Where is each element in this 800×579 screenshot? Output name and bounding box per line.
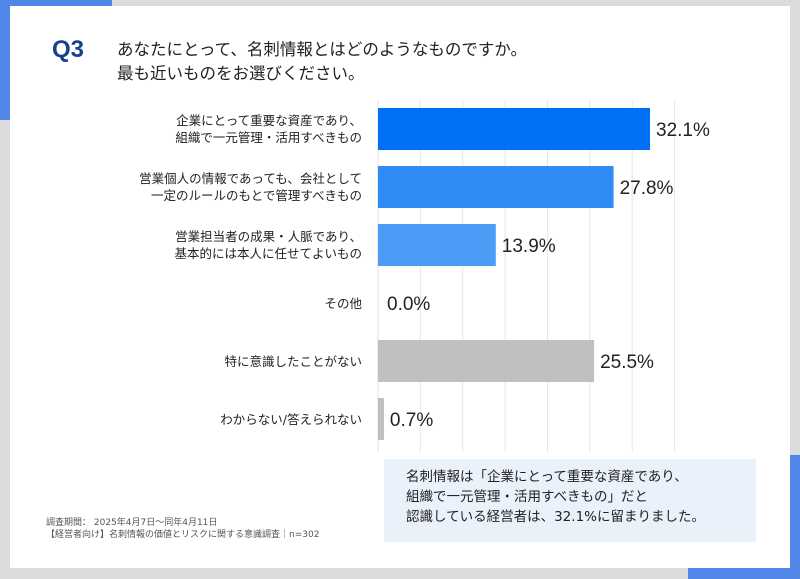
bar — [378, 166, 614, 208]
category-label: 特に意識したことがない — [224, 353, 362, 370]
question-number: Q3 — [52, 36, 85, 63]
category-label-line: その他 — [324, 295, 362, 311]
survey-source: 調査期間： 2025年4月7日～同年4月11日 【経営者向け】名刺情報の価値とリ… — [46, 517, 319, 541]
survey-title: 【経営者向け】名刺情報の価値とリスクに関する意識調査｜n=302 — [46, 530, 320, 540]
bar — [378, 340, 595, 382]
data-label: 27.8% — [620, 178, 674, 199]
category-label-line: 組織で一元管理・活用すべきもの — [175, 130, 362, 145]
question-line: 最も近いものをお選びください。 — [117, 64, 365, 83]
survey-period: 調査期間： 2025年4月7日～同年4月11日 — [46, 518, 218, 528]
category-label: その他 — [324, 295, 362, 312]
category-label: 企業にとって重要な資産であり、 組織で一元管理・活用すべきもの — [175, 112, 362, 146]
category-label-line: 一定のルールのもとで管理すべきもの — [150, 188, 362, 203]
data-label: 0.7% — [390, 410, 433, 431]
data-label: 13.9% — [502, 236, 556, 257]
category-label: わからない/答えられない — [220, 411, 362, 428]
category-label: 営業担当者の成果・人脈であり、 基本的には本人に任せてよいもの — [174, 228, 362, 262]
category-label-line: 企業にとって重要な資産であり、 — [176, 113, 362, 128]
note-line: 認識している経営者は、32.1%に留まりました。 — [406, 509, 705, 525]
category-label-line: 特に意識したことがない — [224, 353, 362, 369]
data-label: 0.0% — [387, 294, 430, 315]
bar — [378, 398, 384, 440]
note-line: 名刺情報は「企業にとって重要な資産であり、 — [406, 469, 688, 485]
category-label-line: 営業担当者の成果・人脈であり、 — [175, 229, 362, 244]
data-label: 25.5% — [600, 352, 654, 373]
question-line: あなたにとって、名刺情報とはどのようなものですか。 — [117, 40, 528, 59]
category-label-line: わからない/答えられない — [220, 411, 362, 427]
note-line: 組織で一元管理・活用すべきもの」だと — [406, 489, 649, 505]
summary-note: 名刺情報は「企業にとって重要な資産であり、 組織で一元管理・活用すべきもの」だと… — [384, 459, 756, 542]
bar — [378, 224, 496, 266]
category-label-line: 基本的には本人に任せてよいもの — [174, 246, 362, 261]
category-label-line: 営業個人の情報であっても、会社として — [139, 171, 362, 186]
question-title: あなたにとって、名刺情報とはどのようなものですか。 最も近いものをお選びください… — [117, 38, 527, 86]
bar — [378, 108, 650, 150]
data-label: 32.1% — [656, 120, 710, 141]
category-label: 営業個人の情報であっても、会社として一定のルールのもとで管理すべきもの — [139, 170, 362, 204]
